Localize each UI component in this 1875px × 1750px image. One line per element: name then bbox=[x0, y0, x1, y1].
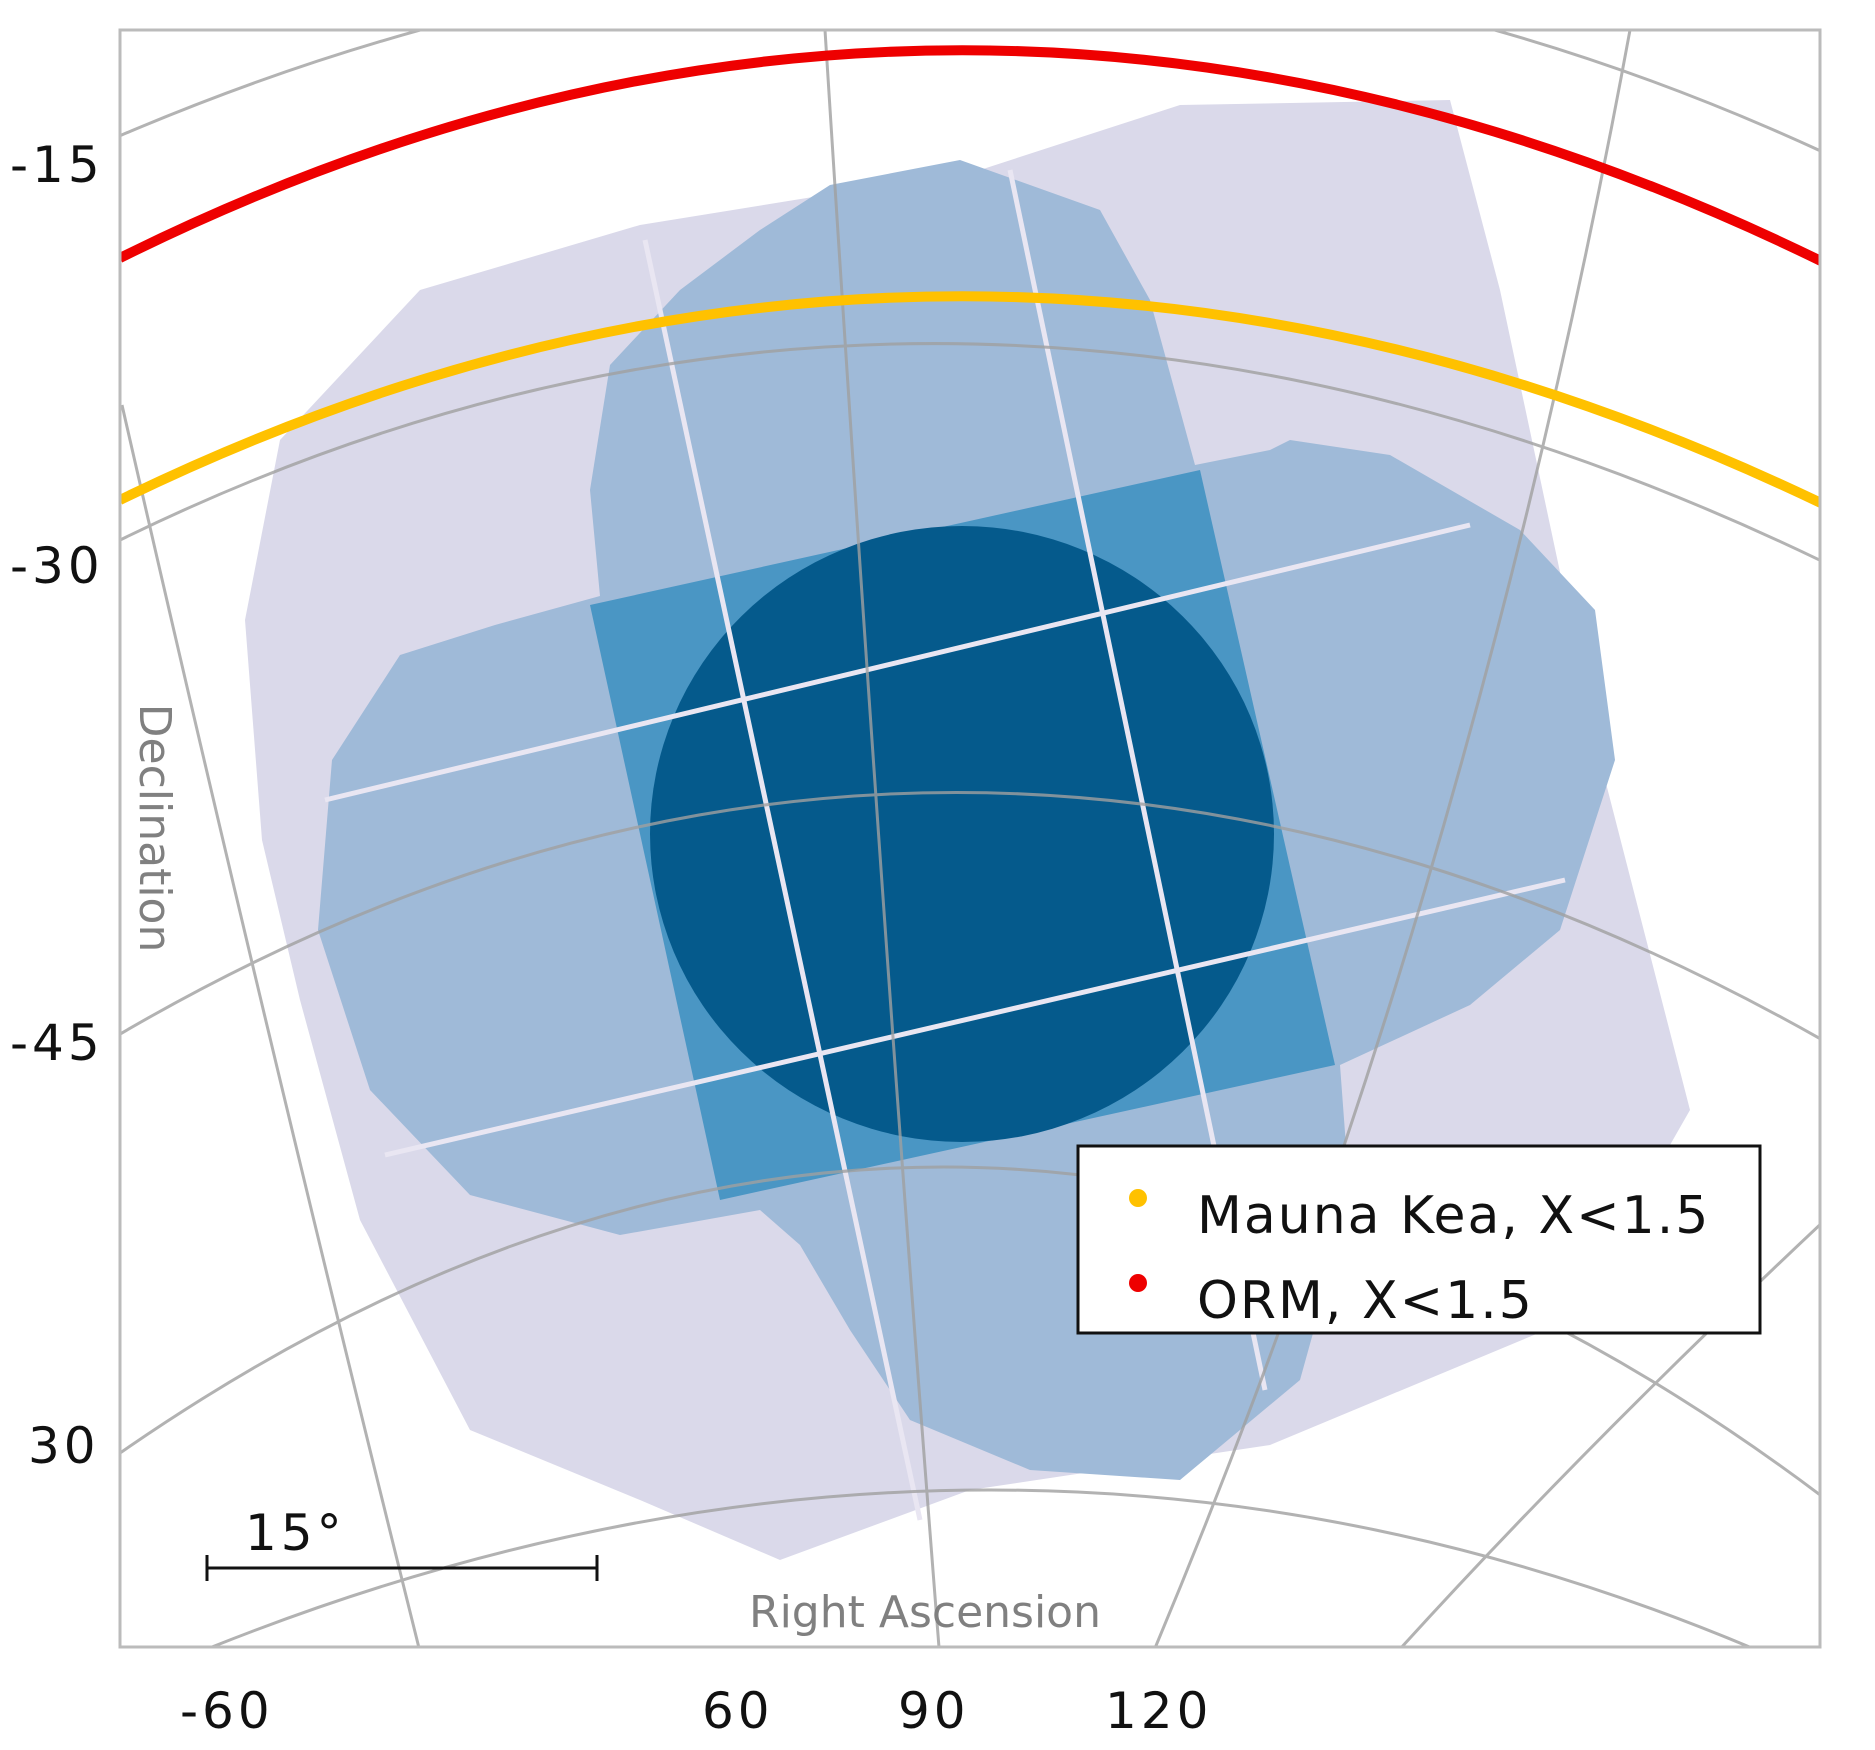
dec-gridline bbox=[120, 1165, 1820, 1497]
y-tick-label: -30 bbox=[10, 537, 104, 595]
y-axis-label: Declination bbox=[129, 704, 180, 953]
legend-box bbox=[1076, 1144, 1762, 1335]
dec-gridline bbox=[120, 342, 1820, 563]
y-tick-label: -45 bbox=[10, 1014, 104, 1072]
gap-line bbox=[384, 877, 1566, 1158]
orm-airmass-curve bbox=[120, 45, 1820, 267]
y-tick-label: -15 bbox=[10, 136, 104, 194]
coordinate-grid bbox=[120, 30, 1820, 1647]
deep-central-region bbox=[650, 526, 1274, 1142]
ra-gridline bbox=[1153, 30, 1632, 1647]
scale-bar-label: 15° bbox=[245, 1504, 346, 1562]
x-tick-label: 60 bbox=[702, 1682, 774, 1740]
x-tick-label: 90 bbox=[898, 1682, 970, 1740]
x-tick-label: 120 bbox=[1105, 1682, 1212, 1740]
plot-area bbox=[120, 30, 1820, 1647]
legend-marker-mauna-kea bbox=[1129, 1189, 1147, 1207]
gap-line bbox=[642, 239, 923, 1521]
mauna-kea-airmass-curve bbox=[120, 291, 1820, 509]
dec-gridline bbox=[208, 1488, 1754, 1647]
dec-gridline bbox=[120, 30, 1820, 153]
x-tick-label: -60 bbox=[180, 1682, 274, 1740]
dec-gridline bbox=[120, 791, 1820, 1041]
ra-gridline bbox=[823, 30, 941, 1647]
scale-bar bbox=[205, 1555, 599, 1581]
legend-label-orm: ORM, X<1.5 bbox=[1197, 1271, 1534, 1331]
plot-frame bbox=[118, 28, 1822, 1649]
legend-marker-orm bbox=[1129, 1274, 1147, 1292]
y-tick-label: 30 bbox=[28, 1417, 100, 1475]
legend-label-mauna-kea: Mauna Kea, X<1.5 bbox=[1197, 1186, 1710, 1246]
ra-gridline bbox=[120, 404, 421, 1647]
gap-line bbox=[324, 522, 1471, 803]
legend: Mauna Kea, X<1.5 ORM, X<1.5 bbox=[1076, 1144, 1762, 1335]
x-axis-label: Right Ascension bbox=[749, 1587, 1101, 1638]
